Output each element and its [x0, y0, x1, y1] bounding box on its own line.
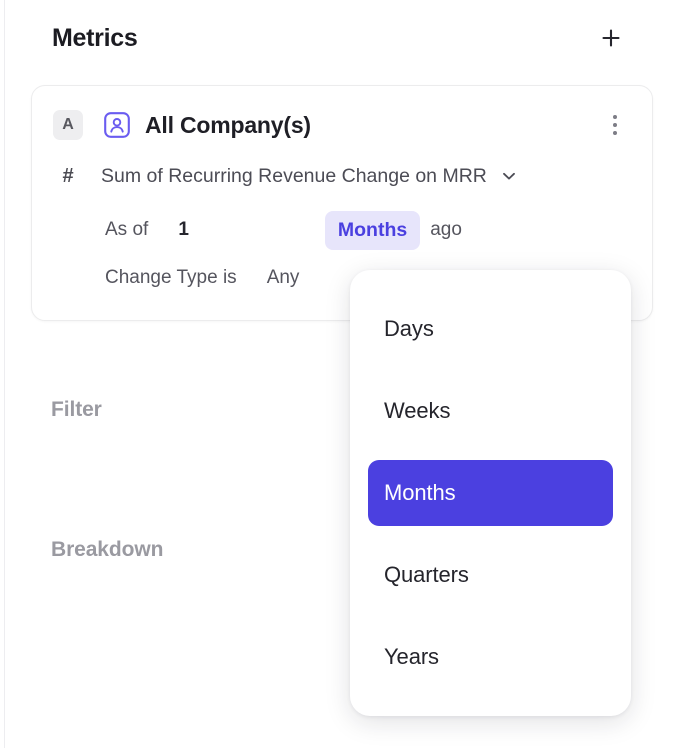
person-icon [103, 111, 131, 139]
change-type-value[interactable]: Any [266, 267, 300, 288]
unit-dropdown-menu[interactable]: Days Weeks Months Quarters Years [350, 270, 631, 716]
filter-section-label: Filter [51, 398, 102, 421]
page-title: Metrics [52, 23, 138, 52]
entity-name: All Company(s) [145, 111, 311, 138]
dropdown-option-months[interactable]: Months [368, 460, 613, 526]
metric-measure-row: # Sum of Recurring Revenue Change on MRR [53, 160, 636, 192]
panel-header: Metrics [52, 16, 628, 60]
panel-left-divider [4, 0, 5, 748]
dropdown-option-years[interactable]: Years [384, 644, 439, 669]
change-type-label: Change Type is [105, 267, 237, 288]
add-metric-button[interactable] [594, 21, 628, 55]
as-of-amount[interactable]: 1 [178, 219, 189, 240]
plus-icon [599, 26, 623, 50]
metric-card[interactable]: A All Company(s) # Sum of Recurring Reve… [31, 85, 653, 321]
dropdown-option-weeks[interactable]: Weeks [384, 398, 451, 423]
as-of-suffix: ago [430, 219, 462, 240]
metric-card-entity-row: A All Company(s) [53, 108, 636, 142]
chevron-down-icon[interactable] [500, 167, 518, 185]
dropdown-option-days[interactable]: Days [384, 316, 434, 341]
as-of-row: As of 1 Months ago [105, 210, 636, 250]
hash-icon: # [62, 164, 74, 187]
measure-label: Sum of Recurring Revenue Change on MRR [101, 164, 487, 187]
as-of-label: As of [105, 219, 149, 240]
as-of-unit-selector[interactable]: Months [324, 210, 421, 250]
change-type-row: Change Type is Any [105, 262, 636, 294]
dropdown-option-quarters[interactable]: Quarters [384, 562, 469, 587]
avatar-letter-badge: A [53, 110, 83, 140]
breakdown-section-label: Breakdown [51, 538, 164, 561]
kebab-menu-icon[interactable] [604, 112, 626, 138]
